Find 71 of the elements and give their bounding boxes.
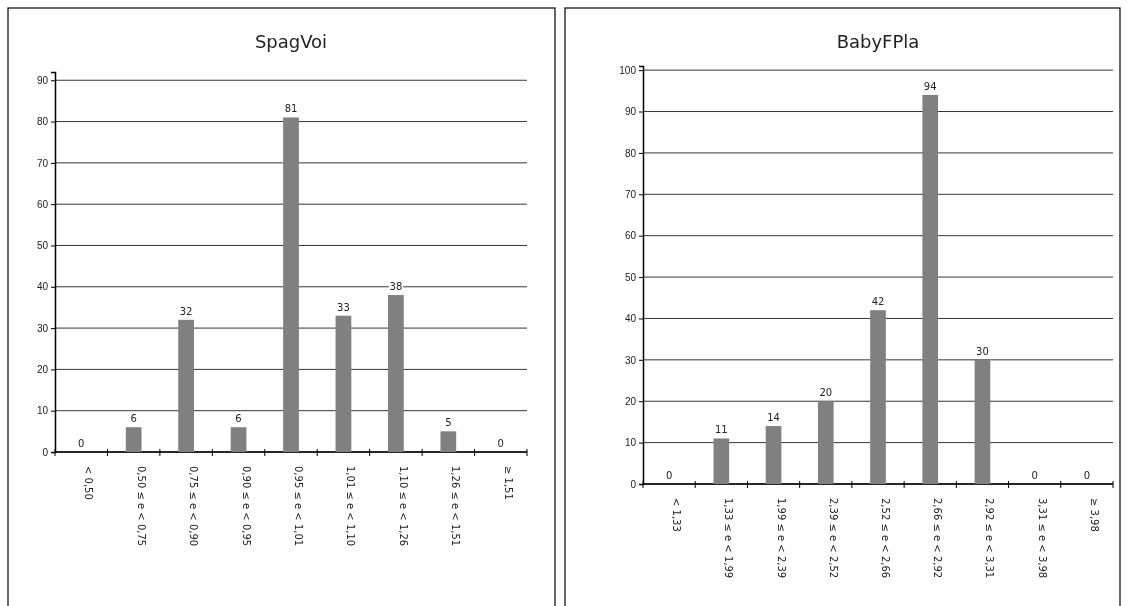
y-tick-label: 30 <box>624 354 637 366</box>
x-tick-label: 1,01 ≤ e < 1,10 <box>345 466 357 547</box>
x-tick-label: 2,92 ≤ e < 3,31 <box>984 498 996 579</box>
chart-title: BabyFPla <box>836 31 920 52</box>
x-tick-label: 0,90 ≤ e < 0,95 <box>240 466 252 547</box>
bar <box>713 438 730 484</box>
bar <box>870 310 886 484</box>
bar <box>765 426 782 484</box>
y-tick-label: 30 <box>36 322 49 334</box>
x-tick-label: 2,66 ≤ e < 2,92 <box>932 498 944 579</box>
bar <box>230 427 247 452</box>
y-tick-label: 80 <box>624 147 637 159</box>
data-label: 0 <box>1083 470 1091 481</box>
data-label: 6 <box>235 413 242 425</box>
bar <box>125 427 142 452</box>
data-label: 14 <box>767 412 780 424</box>
bar <box>335 315 352 452</box>
x-tick-label: ≥ 3,98 <box>1088 498 1100 532</box>
y-tick-label: 20 <box>36 364 49 376</box>
y-tick-label: 50 <box>624 271 637 283</box>
y-tick-label: 40 <box>36 281 49 293</box>
x-tick-label: < 1,33 <box>671 498 683 532</box>
data-label: 33 <box>337 301 350 313</box>
y-tick-label: 60 <box>36 198 49 210</box>
bar <box>817 401 834 484</box>
data-label: 5 <box>445 417 452 429</box>
y-tick-label: 0 <box>630 478 637 490</box>
y-tick-label: 70 <box>624 189 637 200</box>
bar <box>178 319 194 452</box>
data-label: 32 <box>179 305 193 317</box>
data-label: 30 <box>976 345 989 357</box>
x-tick-label: 1,26 ≤ e < 1,51 <box>450 466 462 547</box>
data-label: 6 <box>130 413 137 425</box>
data-label: 42 <box>871 296 885 308</box>
x-tick-label: 3,31 ≤ e < 3,98 <box>1036 498 1048 579</box>
data-label: 0 <box>497 438 504 449</box>
x-tick-label: 1,10 ≤ e < 1,26 <box>397 466 409 547</box>
data-label: 0 <box>1031 470 1038 481</box>
bar <box>388 295 404 452</box>
y-tick-label: 60 <box>624 230 637 242</box>
x-tick-label: 0,75 ≤ e < 0,90 <box>188 466 200 547</box>
bar <box>440 431 457 452</box>
x-tick-label: ≥ 1,51 <box>502 466 514 500</box>
y-tick-label: 0 <box>42 446 49 458</box>
y-tick-label: 90 <box>624 106 637 118</box>
x-tick-label: 2,39 ≤ e < 2,52 <box>827 498 839 579</box>
y-tick-label: 10 <box>36 405 49 417</box>
bar <box>922 94 939 484</box>
x-tick-label: 2,52 ≤ e < 2,66 <box>880 498 891 579</box>
data-label: 0 <box>78 438 85 449</box>
x-tick-label: 0,95 ≤ e < 1,01 <box>293 466 304 547</box>
y-tick-label: 20 <box>624 395 637 407</box>
y-tick-label: 80 <box>36 116 49 128</box>
y-tick-label: 50 <box>36 240 49 252</box>
data-label: 94 <box>923 80 937 92</box>
y-tick-label: 70 <box>36 157 49 169</box>
x-tick-label: < 0,50 <box>83 466 95 500</box>
bar <box>283 117 299 452</box>
y-tick-label: 40 <box>624 313 637 325</box>
bar <box>974 359 991 484</box>
data-label: 81 <box>284 103 298 115</box>
chart-title: SpagVoi <box>254 31 328 52</box>
y-tick-label: 100 <box>619 64 637 76</box>
data-label: 20 <box>819 387 833 399</box>
y-tick-label: 90 <box>36 74 49 86</box>
x-tick-label: 0,50 ≤ e < 0,75 <box>135 466 147 547</box>
x-tick-label: 1,33 ≤ e < 1,99 <box>723 498 735 579</box>
data-label: 11 <box>714 424 728 436</box>
x-tick-label: 1,99 ≤ e < 2,39 <box>775 498 787 579</box>
y-tick-label: 10 <box>624 437 637 449</box>
data-label: 0 <box>665 470 673 481</box>
